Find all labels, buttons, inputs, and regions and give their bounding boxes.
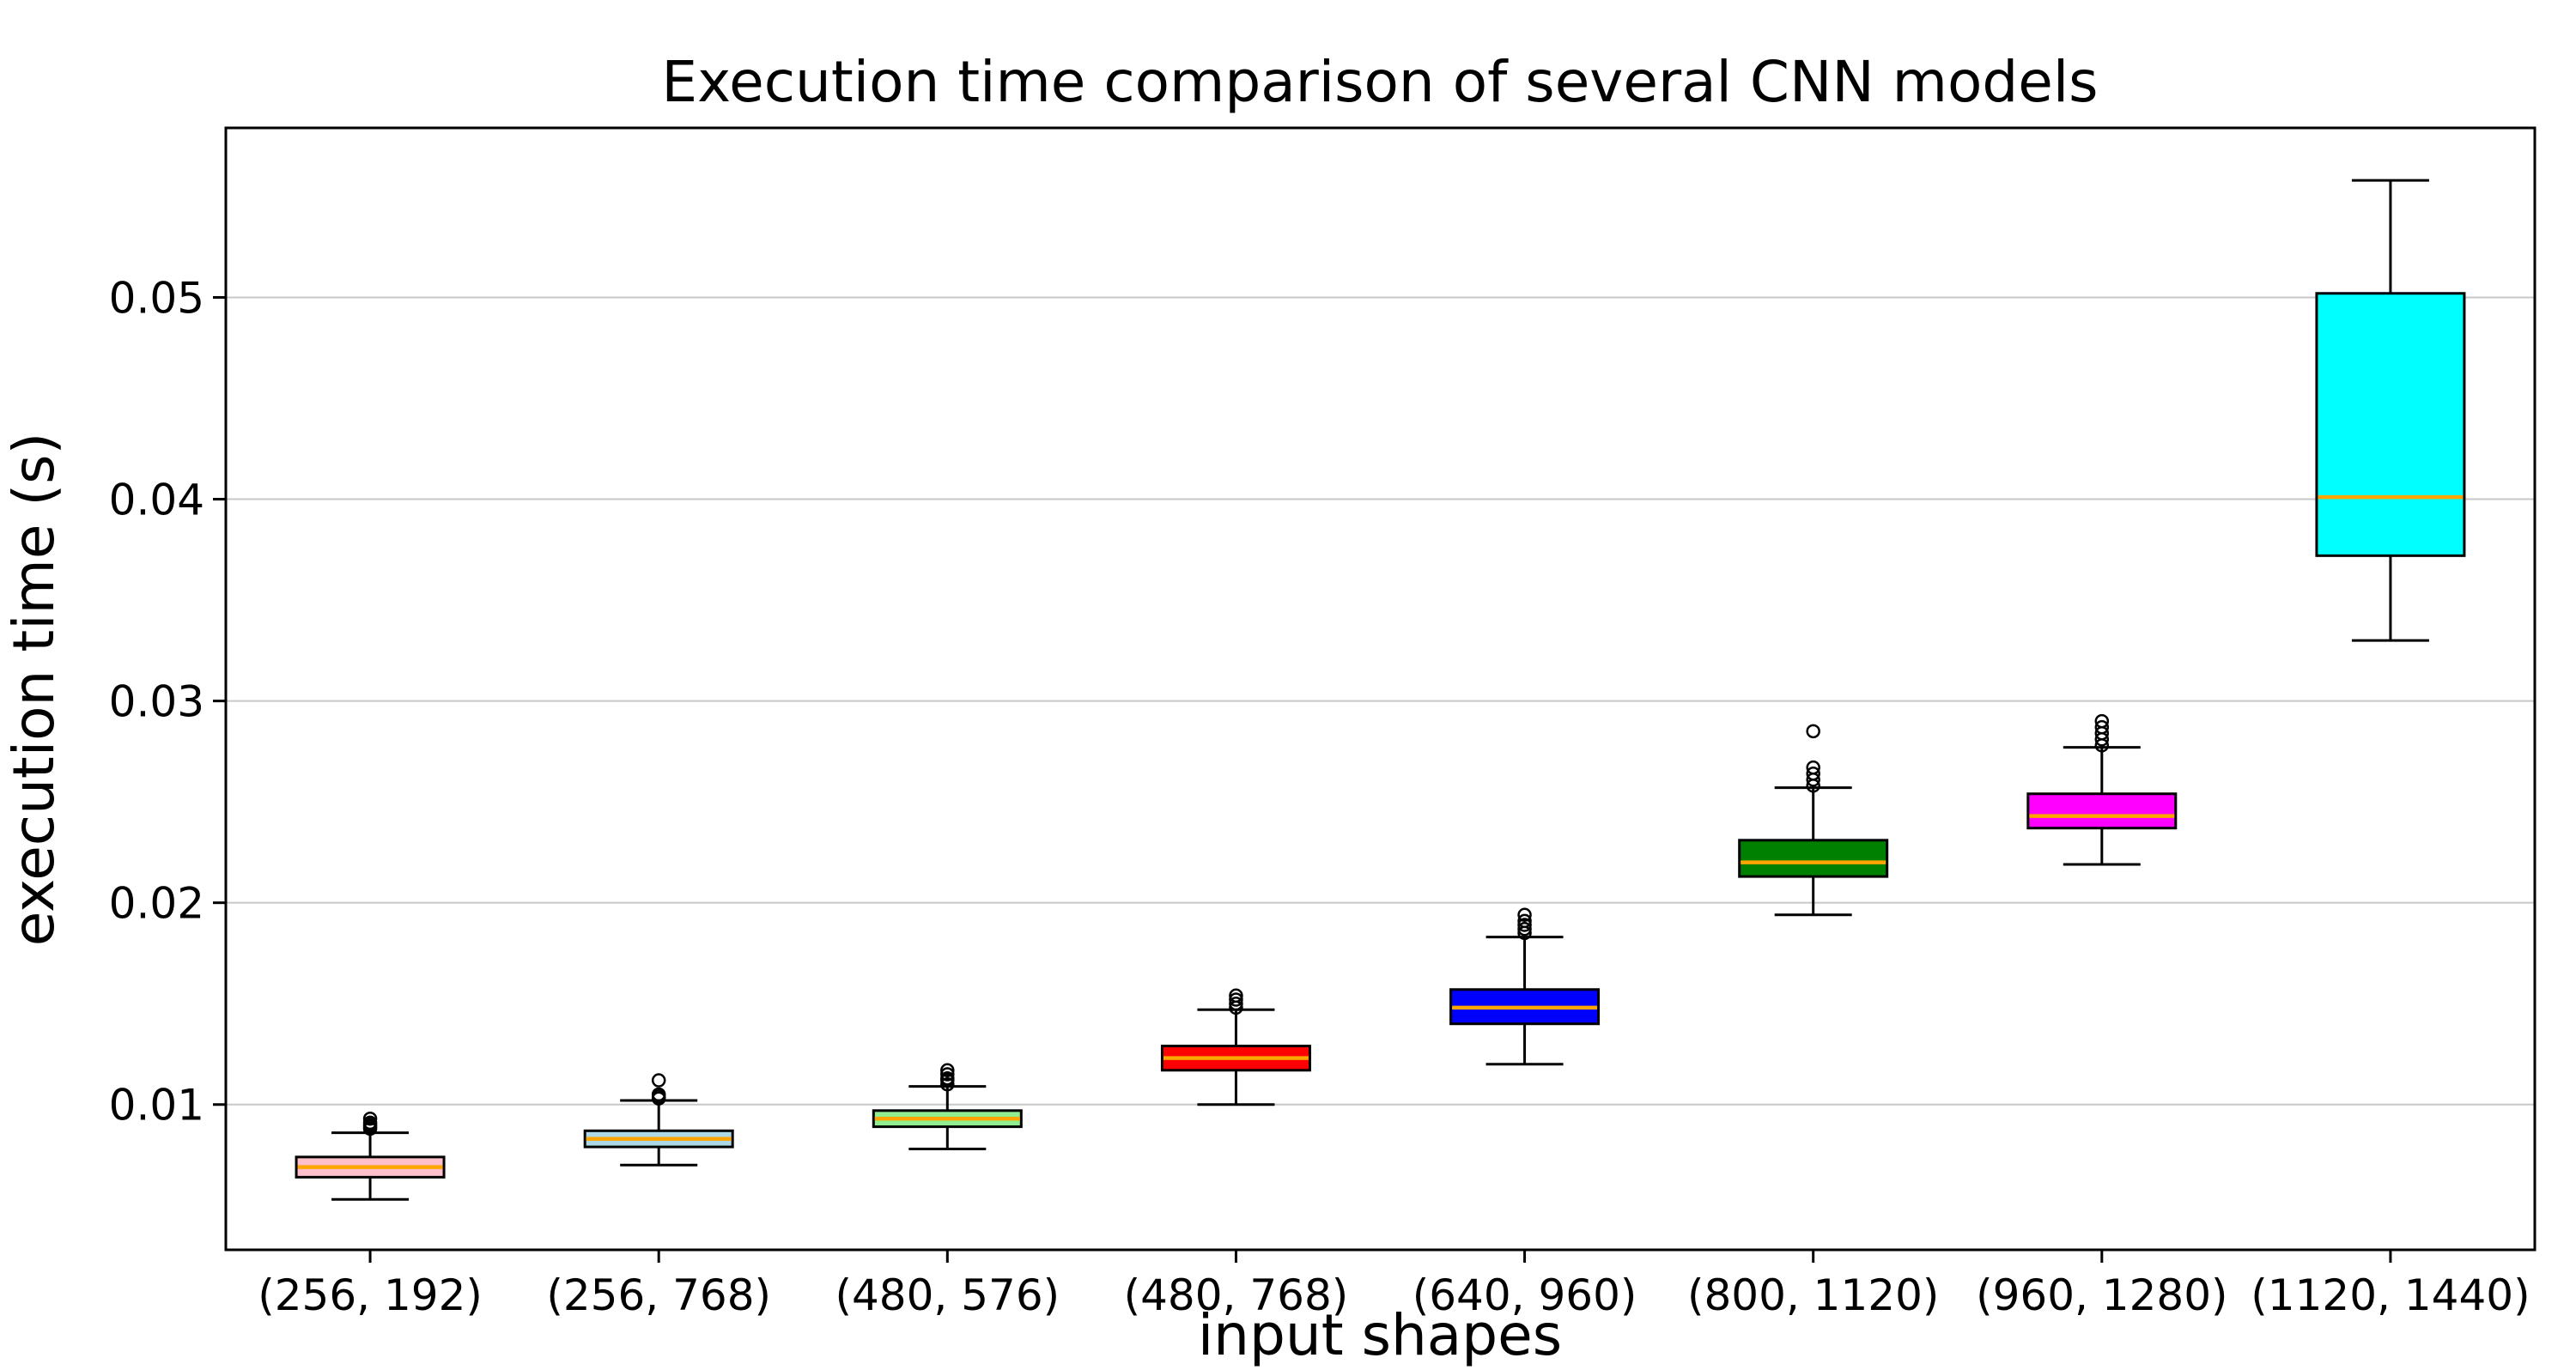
y-tick-label: 0.03 bbox=[109, 677, 204, 727]
outlier-marker bbox=[1229, 992, 1243, 1007]
outlier-marker bbox=[2094, 713, 2110, 729]
y-tick-label: 0.05 bbox=[109, 273, 204, 323]
outlier-marker bbox=[362, 1115, 378, 1131]
plot-layer: 0.01 0.02 0.03 0.04 0.05 (256, 192) (256, 768)… bbox=[109, 126, 2537, 1320]
outlier-marker bbox=[1229, 996, 1243, 1011]
box-5 bbox=[1738, 839, 1889, 878]
x-axis-label: input shapes bbox=[1198, 1302, 1562, 1368]
outlier-marker bbox=[1517, 918, 1532, 932]
y-tick-label: 0.04 bbox=[109, 476, 204, 525]
axes-frame bbox=[224, 126, 2537, 1252]
outlier-marker bbox=[651, 1087, 666, 1102]
y-tick-label: 0.02 bbox=[109, 879, 204, 929]
outlier-marker bbox=[651, 1073, 666, 1088]
outlier-marker bbox=[1806, 724, 1820, 739]
outlier-marker bbox=[940, 1067, 955, 1082]
x-tick-label: (960, 1280) bbox=[1976, 1270, 2227, 1320]
outlier-marker bbox=[940, 1063, 955, 1078]
y-tick-label: 0.01 bbox=[109, 1081, 204, 1131]
chart-title: Execution time comparison of several CNN… bbox=[661, 49, 2098, 115]
x-tick-label: (800, 1120) bbox=[1687, 1270, 1939, 1320]
outlier-marker bbox=[1229, 988, 1243, 1003]
box-7 bbox=[2315, 292, 2466, 557]
x-tick-label: (480, 768) bbox=[1124, 1270, 1349, 1320]
x-tick-label: (256, 768) bbox=[546, 1270, 771, 1320]
plot-background bbox=[226, 128, 2535, 1250]
outlier-marker bbox=[1517, 913, 1532, 929]
x-tick-label: (480, 576) bbox=[835, 1270, 1060, 1320]
x-tick-label: (1120, 1440) bbox=[2251, 1270, 2530, 1320]
outlier-marker bbox=[2094, 719, 2110, 735]
outlier-marker bbox=[940, 1076, 955, 1092]
outlier-marker bbox=[1806, 766, 1820, 781]
y-axis-label: execution time (s) bbox=[1, 433, 67, 947]
outlier-marker bbox=[1517, 907, 1532, 923]
outlier-marker bbox=[1806, 760, 1820, 775]
box-6 bbox=[2026, 792, 2178, 830]
outlier-marker bbox=[1517, 921, 1532, 937]
outlier-marker bbox=[940, 1070, 955, 1086]
x-tick-label: (640, 960) bbox=[1413, 1270, 1637, 1320]
outlier-marker bbox=[362, 1111, 378, 1126]
x-tick-label: (256, 192) bbox=[258, 1270, 483, 1320]
